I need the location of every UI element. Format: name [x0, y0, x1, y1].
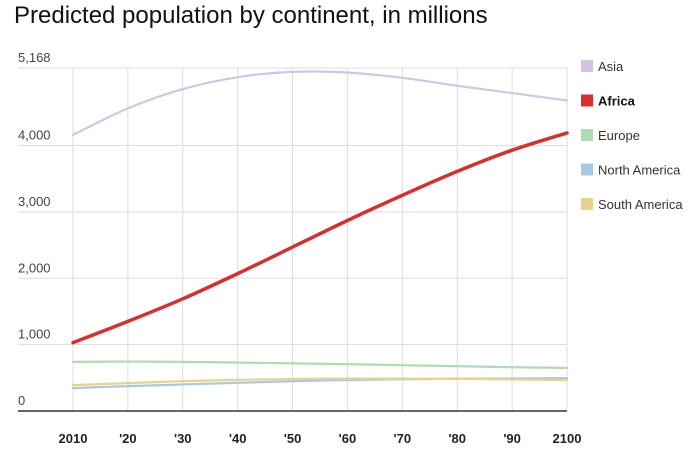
grid — [18, 67, 568, 412]
series-line-south-america[interactable] — [71, 377, 569, 387]
x-tick-label: '70 — [394, 431, 412, 446]
series-lines — [71, 70, 569, 390]
legend-label-europe[interactable]: Europe — [598, 128, 640, 143]
y-tick-label: 0 — [18, 393, 25, 408]
x-tick-label: '60 — [339, 431, 357, 446]
y-axis-ticks: 0 1,000 2,000 3,000 4,000 5,168 — [18, 50, 51, 408]
x-tick-label: '30 — [174, 431, 192, 446]
y-tick-label: 4,000 — [18, 128, 51, 143]
y-tick-label: 5,168 — [18, 50, 51, 65]
x-tick-label: '40 — [229, 431, 247, 446]
legend-label-africa[interactable]: Africa — [598, 94, 636, 109]
legend-swatch-asia — [581, 60, 593, 72]
legend-swatch-south-america — [581, 198, 593, 210]
chart-title: Predicted population by continent, in mi… — [14, 2, 488, 29]
x-axis-ticks: 2010 '20 '30 '40 '50 '60 '70 '80 '90 2100 — [59, 431, 582, 446]
x-tick-label: 2100 — [553, 431, 582, 446]
x-tick-label: 2010 — [59, 431, 88, 446]
series-line-europe[interactable] — [71, 360, 569, 369]
x-tick-label: '90 — [503, 431, 521, 446]
y-tick-label: 2,000 — [18, 260, 51, 275]
legend-swatch-north-america — [581, 163, 593, 176]
series-line-asia[interactable] — [71, 70, 569, 136]
y-tick-label: 3,000 — [18, 194, 51, 209]
x-tick-label: '50 — [284, 431, 302, 446]
legend-swatch-africa — [581, 94, 593, 107]
x-tick-label: '80 — [448, 431, 466, 446]
x-tick-label: '20 — [119, 431, 137, 446]
legend-label-north-america[interactable]: North America — [598, 163, 681, 178]
legend-label-asia[interactable]: Asia — [598, 59, 624, 74]
legend-swatch-europe — [581, 129, 593, 141]
legend-label-south-america[interactable]: South America — [598, 197, 683, 212]
legend: Asia Africa Europe North America South Ameri… — [581, 59, 683, 212]
y-tick-label: 1,000 — [18, 327, 51, 342]
series-line-africa[interactable] — [71, 131, 569, 345]
